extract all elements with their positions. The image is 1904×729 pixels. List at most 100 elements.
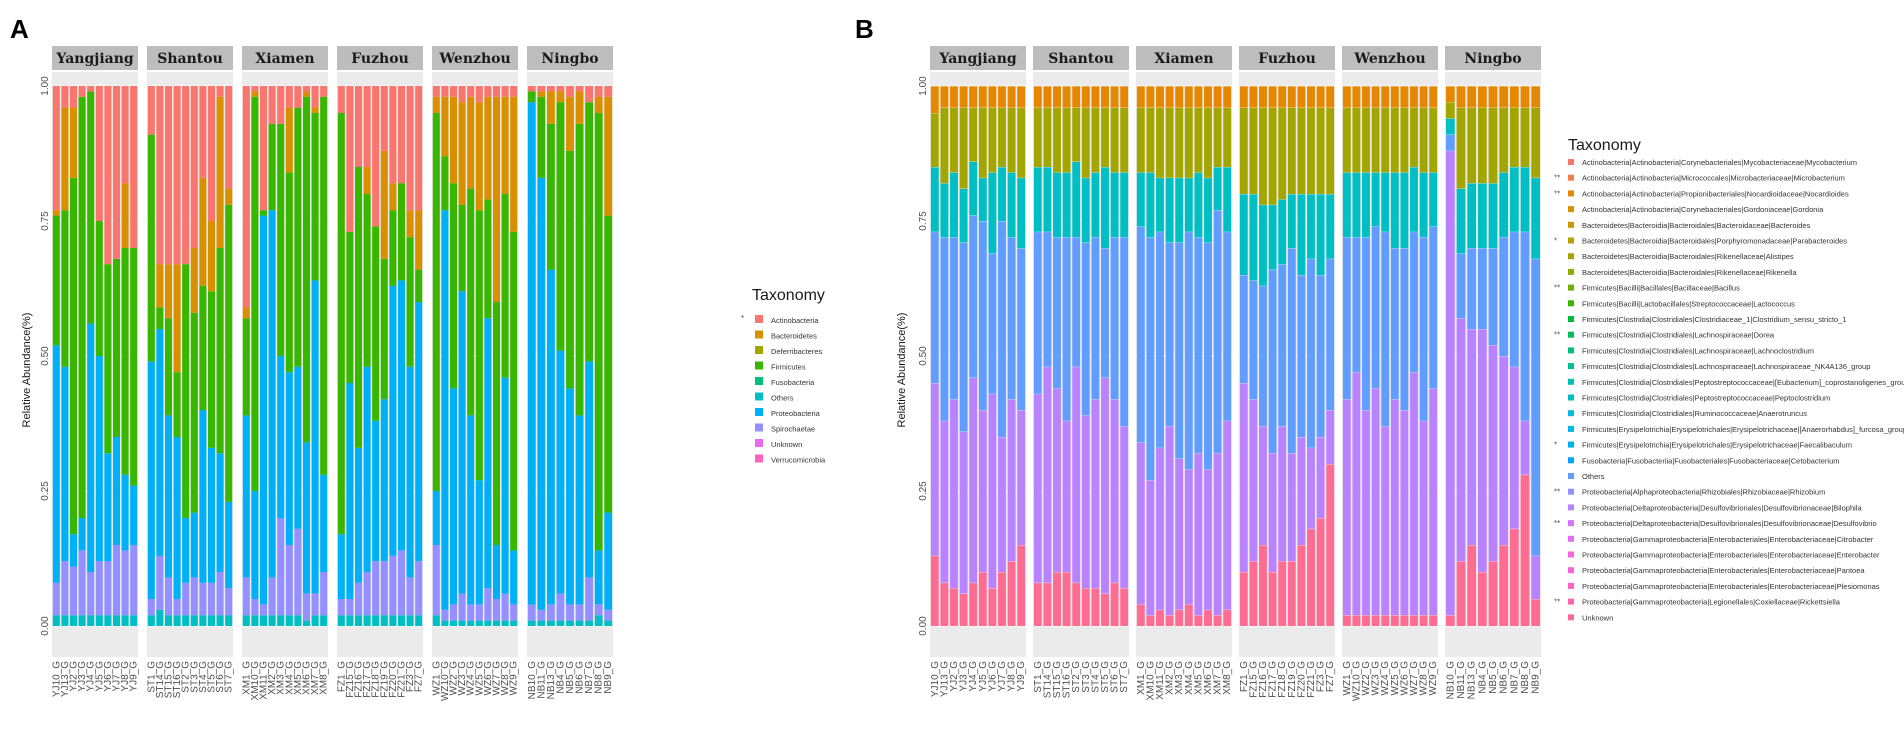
- bar-segment: [475, 102, 483, 211]
- bar-segment: [969, 215, 978, 378]
- bar-segment: [1184, 604, 1193, 626]
- bar-segment: [959, 431, 968, 594]
- bar-segment: [337, 599, 345, 616]
- bar-segment: [940, 582, 949, 626]
- bar-segment: [1456, 188, 1466, 254]
- x-tick-label: WZ2_G: [449, 661, 460, 696]
- bar-segment: [164, 86, 173, 265]
- bar-segment: [1342, 615, 1351, 626]
- bar-segment: [1419, 420, 1428, 616]
- bar-segment: [467, 188, 475, 416]
- bar-segment: [449, 388, 458, 605]
- x-tick-label: XM10_G: [1145, 661, 1156, 701]
- bar-segment: [510, 620, 518, 626]
- bar-segment: [998, 221, 1006, 437]
- bar-segment: [1316, 86, 1325, 108]
- bar-segment: [302, 86, 311, 92]
- bar-segment: [432, 113, 440, 491]
- legend-label: Firmicutes|Clostridia|Clostridiales|Pept…: [1582, 378, 1904, 387]
- bar-segment: [1194, 615, 1203, 626]
- bar-segment: [1509, 86, 1519, 108]
- bar-segment: [225, 501, 233, 589]
- bar-segment: [1120, 86, 1129, 108]
- bar-segment: [484, 96, 492, 200]
- bar-segment: [1307, 447, 1315, 529]
- bar-segment: [575, 123, 584, 416]
- bar-segment: [1091, 172, 1100, 238]
- bar-segment: [940, 183, 949, 238]
- x-tick-label: NB7_G: [584, 661, 595, 694]
- bar-segment: [173, 437, 181, 599]
- bar-segment: [1477, 107, 1487, 184]
- x-tick-label: ST2_G: [1071, 661, 1082, 693]
- bar-segment: [556, 86, 565, 92]
- legend-label: Firmicutes|Clostridia|Clostridiales|Lach…: [1582, 362, 1870, 371]
- bar-segment: [1017, 410, 1026, 545]
- bar-segment: [311, 113, 319, 281]
- legend-label: Fusobacteria: [771, 378, 815, 387]
- bar-segment: [930, 113, 939, 167]
- bar-segment: [164, 577, 173, 616]
- bar-segment: [1184, 469, 1193, 605]
- bar-segment: [415, 615, 423, 626]
- bar-segment: [268, 210, 276, 578]
- bar-segment: [1204, 107, 1212, 178]
- legend-swatch: [1568, 567, 1574, 574]
- legend-significance-mark: **: [1554, 488, 1560, 497]
- x-tick-label: WZ3_G: [457, 661, 468, 696]
- bar-segment: [1381, 231, 1390, 427]
- x-tick-label: NB8_G: [594, 661, 605, 694]
- bar-segment: [1175, 107, 1184, 178]
- bar-segment: [285, 172, 293, 373]
- bar-segment: [988, 86, 997, 108]
- bar-segment: [492, 599, 501, 621]
- bar-segment: [432, 615, 440, 626]
- bar-segment: [311, 615, 319, 626]
- bar-segment: [1520, 167, 1530, 232]
- bar-segment: [302, 96, 311, 443]
- bar-segment: [1342, 86, 1351, 108]
- bar-segment: [1410, 167, 1418, 232]
- bar-segment: [130, 248, 138, 486]
- bar-segment: [1488, 345, 1498, 562]
- bar-segment: [467, 86, 475, 97]
- bar-segment: [1053, 572, 1061, 626]
- bar-segment: [406, 86, 414, 211]
- bar-segment: [1156, 86, 1164, 108]
- y-tick-label: 0.00: [918, 616, 929, 636]
- bar-segment: [406, 615, 414, 626]
- bar-segment: [930, 231, 939, 383]
- bar-segment: [216, 615, 224, 626]
- bar-segment: [1072, 582, 1081, 626]
- bar-segment: [475, 620, 483, 626]
- bar-segment: [441, 620, 449, 626]
- x-tick-label: NB6_G: [1499, 661, 1510, 694]
- bar-segment: [1400, 248, 1409, 410]
- facet-strip-label: Shantou: [1048, 51, 1114, 67]
- bar-segment: [78, 86, 86, 97]
- x-tick-label: ST1_G: [146, 661, 157, 693]
- bar-segment: [242, 415, 250, 578]
- legend-label: Firmicutes|Clostridia|Clostridiales|Pept…: [1582, 394, 1830, 403]
- bar-segment: [415, 302, 423, 562]
- x-tick-label: ST14_G: [155, 661, 166, 698]
- bar-segment: [147, 599, 155, 616]
- bar-segment: [475, 86, 483, 103]
- bar-segment: [112, 86, 121, 259]
- bar-segment: [1362, 107, 1370, 173]
- bar-segment: [363, 366, 371, 572]
- bar-segment: [575, 91, 584, 124]
- legend-swatch: [1568, 535, 1574, 542]
- x-tick-label: FZ3_G: [405, 661, 416, 692]
- x-tick-label: XM4_G: [284, 661, 295, 695]
- bar-segment: [1410, 86, 1418, 108]
- x-tick-label: NB10_G: [527, 661, 538, 700]
- bar-segment: [1297, 275, 1306, 437]
- bar-segment: [594, 604, 603, 616]
- bar-segment: [441, 86, 449, 97]
- legend-label: Proteobacteria: [771, 409, 821, 418]
- bar-segment: [978, 107, 987, 178]
- legend-swatch: [755, 392, 763, 401]
- x-tick-label: WZ7_G: [1409, 661, 1420, 696]
- bar-segment: [546, 86, 555, 92]
